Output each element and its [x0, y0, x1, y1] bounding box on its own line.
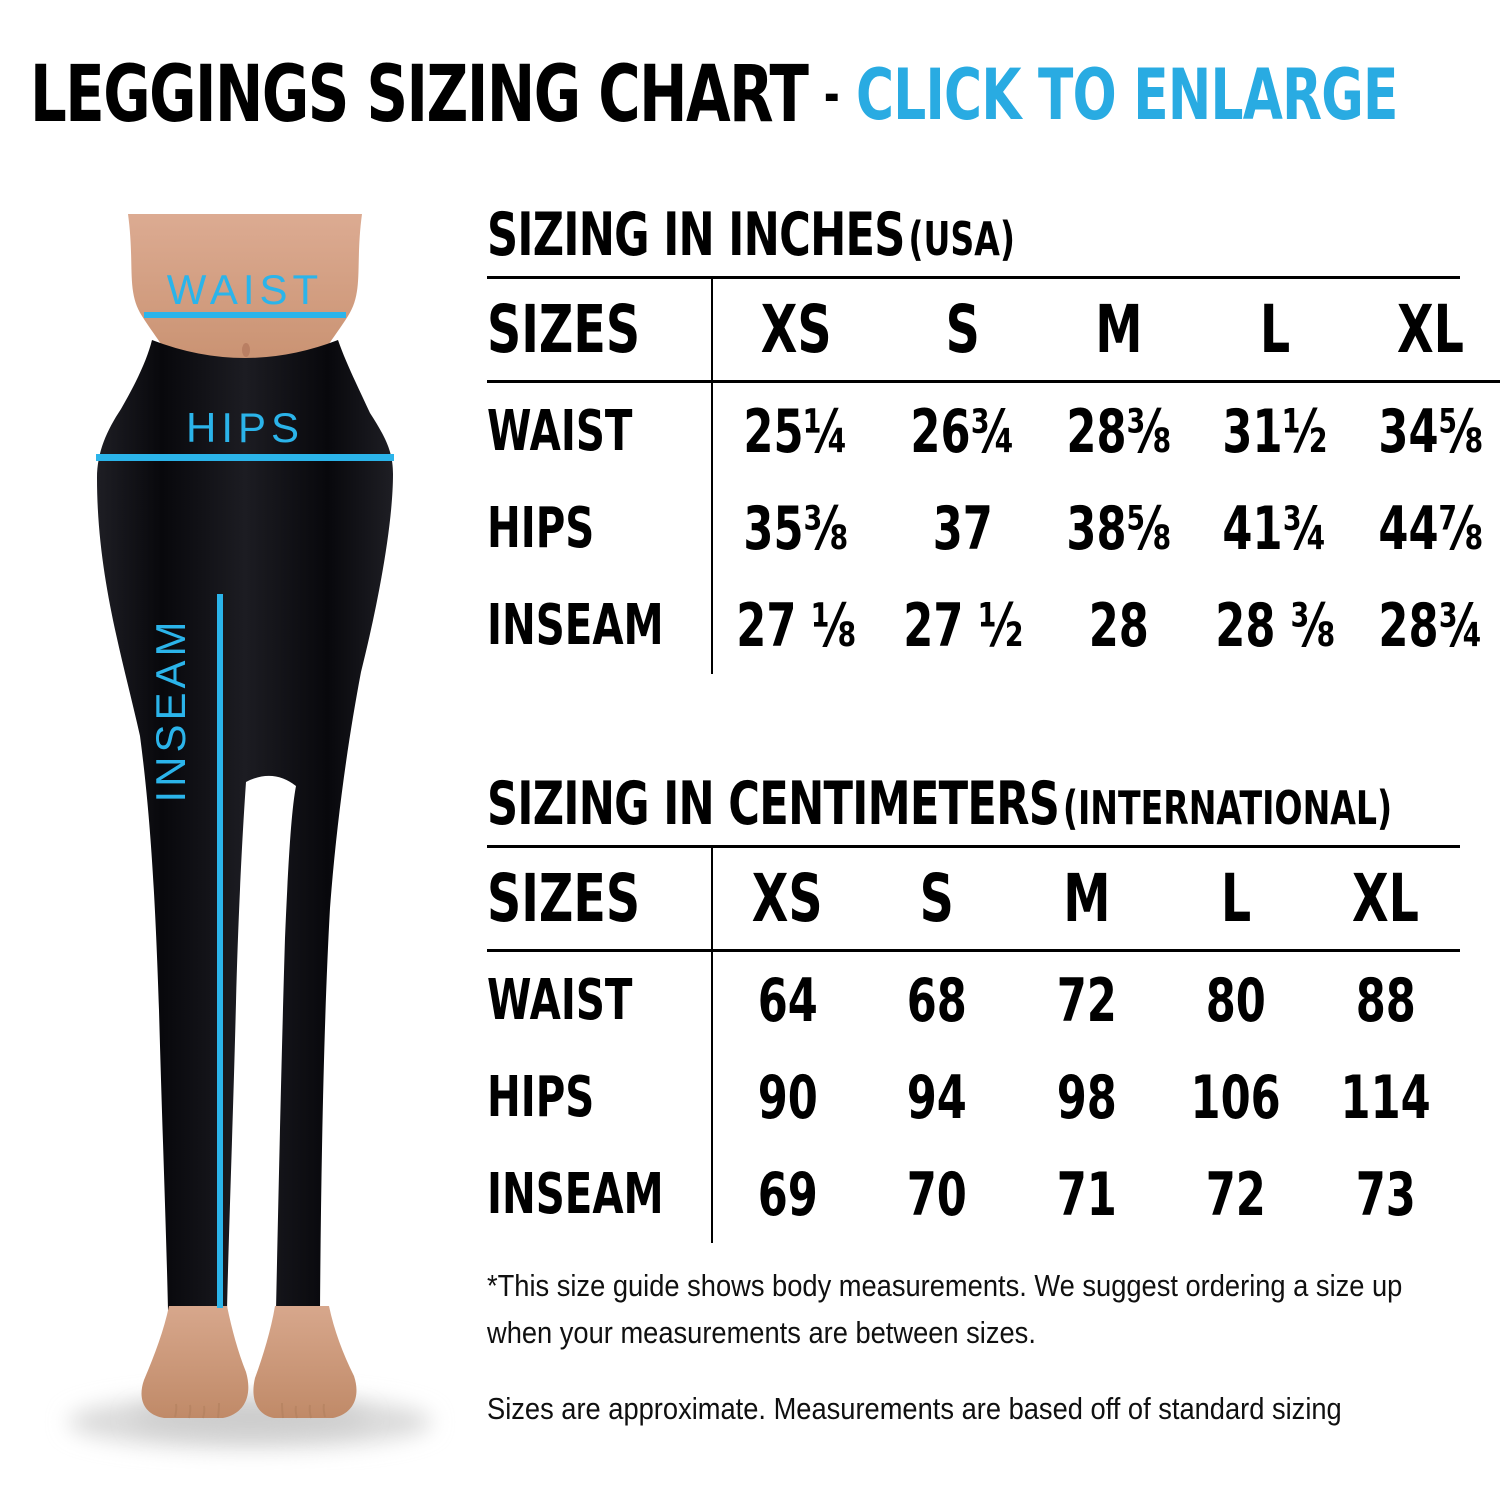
navel: [242, 343, 250, 357]
size-guide-note: *This size guide shows body measurements…: [487, 1268, 1403, 1350]
table-cell: 44⅞: [1378, 493, 1484, 564]
right-foot: [253, 1306, 357, 1418]
table-cell: 28⅜: [1066, 396, 1172, 467]
sizing-content: SIZING IN INCHES (USA) SIZES XS S M L XL…: [487, 200, 1500, 1433]
cm-title-text: SIZING IN CENTIMETERS: [487, 769, 1060, 839]
table-cell: 64: [757, 965, 818, 1036]
column-header-m: M: [1046, 279, 1192, 383]
page-title: LEGGINGS SIZING CHART - CLICK TO ENLARGE: [30, 50, 1398, 140]
inches-table-grid: SIZES XS S M L XL WAIST 25¼ 26¾ 28⅜ 31½ …: [487, 279, 1500, 674]
toe-lines: [174, 1402, 326, 1419]
row-label-waist: WAIST: [487, 952, 713, 1049]
inches-title-text: SIZING IN INCHES: [487, 200, 905, 270]
waist-label: WAIST: [167, 266, 323, 313]
row-label-inseam: INSEAM: [487, 1146, 713, 1243]
row-label-waist: WAIST: [487, 383, 713, 480]
cm-table-grid: SIZES XS S M L XL WAIST 64 68 72 80 88 H…: [487, 848, 1460, 1243]
row-label-hips: HIPS: [487, 480, 713, 577]
sizing-table-inches: SIZING IN INCHES (USA) SIZES XS S M L XL…: [487, 200, 1500, 674]
column-header: SIZES: [487, 279, 713, 383]
inseam-line: [217, 594, 223, 1308]
table-cell: 41¾: [1222, 493, 1328, 564]
column-header-xs: XS: [713, 848, 863, 952]
column-header-s: S: [862, 848, 1012, 952]
table-cell: 72: [1205, 1159, 1266, 1230]
inseam-label: INSEAM: [147, 617, 194, 802]
click-to-enlarge-link[interactable]: CLICK TO ENLARGE: [855, 54, 1398, 136]
table-cell: 28 ⅜: [1214, 590, 1335, 661]
page-title-text: LEGGINGS SIZING CHART: [30, 50, 809, 140]
table-cell: 80: [1205, 965, 1266, 1036]
column-header-xl: XL: [1310, 848, 1460, 952]
table-cell: 71: [1056, 1159, 1117, 1230]
table-cell: 73: [1355, 1159, 1416, 1230]
waist-line: [144, 312, 346, 318]
column-header-l: L: [1191, 279, 1359, 383]
table-cell: 34⅝: [1378, 396, 1484, 467]
column-header-xl: XL: [1358, 279, 1500, 383]
table-cell: 114: [1340, 1062, 1431, 1133]
table-cell: 72: [1056, 965, 1117, 1036]
table-cell: 26¾: [910, 396, 1016, 467]
table-cell: 38⅝: [1066, 493, 1172, 564]
table-cell: 27 ½: [902, 590, 1023, 661]
column-header-xs: XS: [713, 279, 880, 383]
table-cell: 98: [1056, 1062, 1117, 1133]
table-cell: 25¼: [743, 396, 849, 467]
table-cell: 106: [1190, 1062, 1281, 1133]
left-foot: [141, 1306, 249, 1418]
table-cell: 88: [1355, 965, 1416, 1036]
table-cell: 68: [907, 965, 968, 1036]
column-header-l: L: [1161, 848, 1311, 952]
inches-table-title: SIZING IN INCHES (USA): [487, 200, 1460, 279]
table-cell: 70: [907, 1159, 968, 1230]
leggings-measurement-figure[interactable]: WAIST HIPS INSEAM: [25, 180, 475, 1470]
title-separator: -: [823, 65, 840, 125]
column-header-s: S: [879, 279, 1046, 383]
cm-table-title: SIZING IN CENTIMETERS (INTERNATIONAL): [487, 769, 1460, 848]
table-cell: 69: [757, 1159, 818, 1230]
cm-title-suffix: (INTERNATIONAL): [1062, 781, 1393, 835]
table-cell: 94: [907, 1062, 968, 1133]
torso: [128, 214, 362, 377]
table-cell: 35⅜: [743, 493, 849, 564]
table-cell: 28¾: [1378, 590, 1484, 661]
table-cell: 90: [757, 1062, 818, 1133]
row-label-hips: HIPS: [487, 1049, 713, 1146]
row-label-inseam: INSEAM: [487, 577, 713, 674]
approximate-note: Sizes are approximate. Measurements are …: [487, 1391, 1342, 1426]
inches-title-suffix: (USA): [908, 212, 1016, 266]
leggings: [97, 340, 393, 1310]
hips-line: [96, 454, 394, 461]
hips-label: HIPS: [186, 404, 304, 451]
column-header: SIZES: [487, 848, 713, 952]
sizing-table-centimeters: SIZING IN CENTIMETERS (INTERNATIONAL) SI…: [487, 769, 1460, 1243]
table-cell: 27 ⅛: [736, 590, 857, 661]
column-header-m: M: [1011, 848, 1162, 952]
table-cell: 37: [932, 493, 993, 564]
table-cell: 28: [1088, 590, 1149, 661]
footnotes: *This size guide shows body measurements…: [487, 1263, 1460, 1433]
table-cell: 31½: [1222, 396, 1328, 467]
